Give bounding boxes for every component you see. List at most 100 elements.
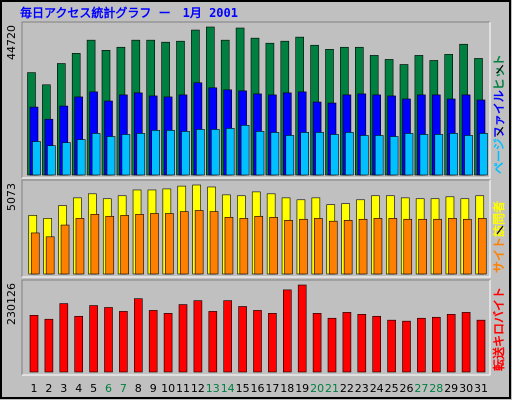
x-tick-label: 19	[295, 382, 309, 395]
x-tick-label: 28	[429, 382, 443, 395]
bar	[225, 128, 235, 176]
chart-title: 毎日アクセス統計グラフ ー 1月 2001	[20, 5, 238, 20]
bar	[434, 134, 444, 176]
bar	[76, 139, 86, 176]
bar	[240, 125, 250, 176]
x-tick-label: 22	[340, 382, 354, 395]
bar	[47, 145, 56, 176]
bar	[119, 311, 128, 373]
legend-entry: 転送キロバイト	[491, 287, 506, 371]
bar	[151, 130, 160, 176]
bar	[269, 217, 278, 275]
bar	[300, 132, 310, 176]
bar	[224, 217, 234, 275]
bar	[268, 313, 277, 373]
x-tick-label: 13	[206, 382, 220, 395]
bar	[196, 129, 205, 176]
bar	[223, 300, 232, 373]
bar	[253, 310, 262, 373]
x-tick-label: 27	[414, 382, 428, 395]
bar	[90, 214, 100, 275]
x-tick-label: 8	[135, 382, 142, 395]
legend: サイト訪問者	[491, 201, 506, 273]
bar	[284, 220, 293, 275]
bar	[449, 133, 459, 176]
bar	[60, 224, 70, 275]
bar	[433, 218, 442, 275]
bar	[403, 218, 413, 275]
x-tick-label: 18	[280, 382, 294, 395]
bar	[315, 132, 324, 176]
bar	[45, 236, 55, 275]
bar	[373, 218, 383, 275]
bar	[254, 215, 264, 275]
bar	[374, 135, 384, 176]
panel-bevel-light	[22, 22, 491, 179]
bar	[32, 141, 41, 176]
bar	[136, 133, 146, 176]
bar	[461, 312, 471, 373]
bar	[330, 134, 339, 176]
bar	[297, 284, 307, 373]
bar	[61, 142, 71, 176]
panel-bevel-light	[22, 180, 491, 278]
x-tick-label: 25	[385, 382, 399, 395]
bar	[418, 218, 427, 275]
x-tick-label: 24	[370, 382, 384, 395]
bar	[299, 218, 308, 275]
x-tick-label: 26	[400, 382, 414, 395]
bar	[208, 311, 218, 373]
bar	[463, 218, 472, 275]
bar	[345, 132, 354, 176]
bar	[328, 220, 338, 275]
bar	[464, 135, 473, 176]
bar	[417, 317, 426, 373]
bar	[104, 307, 113, 373]
x-tick-label: 16	[251, 382, 265, 395]
bar	[343, 220, 353, 275]
bar	[59, 303, 69, 373]
bar	[44, 318, 54, 373]
x-tick-label: 14	[221, 382, 235, 395]
bar	[358, 218, 368, 275]
bar	[402, 320, 411, 373]
legend-entry: サイト	[492, 237, 506, 273]
bar	[282, 289, 292, 373]
bar	[479, 133, 488, 176]
x-tick-label: 3	[60, 382, 67, 395]
x-tick-label: 17	[265, 382, 279, 395]
bar	[312, 313, 322, 373]
bar	[165, 213, 174, 275]
bar	[89, 305, 98, 373]
x-tick-label: 31	[474, 382, 488, 395]
x-tick-label: 6	[105, 382, 112, 395]
bar	[120, 215, 129, 275]
legend-separator	[496, 225, 504, 235]
bar	[285, 135, 295, 176]
x-tick-label: 10	[161, 382, 175, 395]
bar	[387, 319, 396, 373]
bar	[135, 214, 144, 275]
bar	[255, 131, 265, 176]
bar	[327, 317, 337, 373]
bar	[148, 310, 158, 373]
bar	[74, 315, 83, 373]
bar	[193, 300, 203, 373]
bar	[238, 306, 247, 373]
bar	[91, 133, 101, 176]
bar	[211, 129, 220, 176]
x-tick-label: 21	[325, 382, 339, 395]
bar	[359, 135, 369, 176]
bar	[476, 319, 486, 373]
bar	[419, 134, 429, 176]
y-tick-label: 44720	[5, 25, 18, 60]
legend-entry: ページ	[492, 138, 506, 174]
x-tick-label: 9	[150, 382, 157, 395]
bar	[194, 210, 204, 275]
bar	[181, 131, 190, 176]
bar	[314, 218, 323, 275]
legend-separator	[496, 126, 504, 136]
bar	[30, 232, 40, 275]
